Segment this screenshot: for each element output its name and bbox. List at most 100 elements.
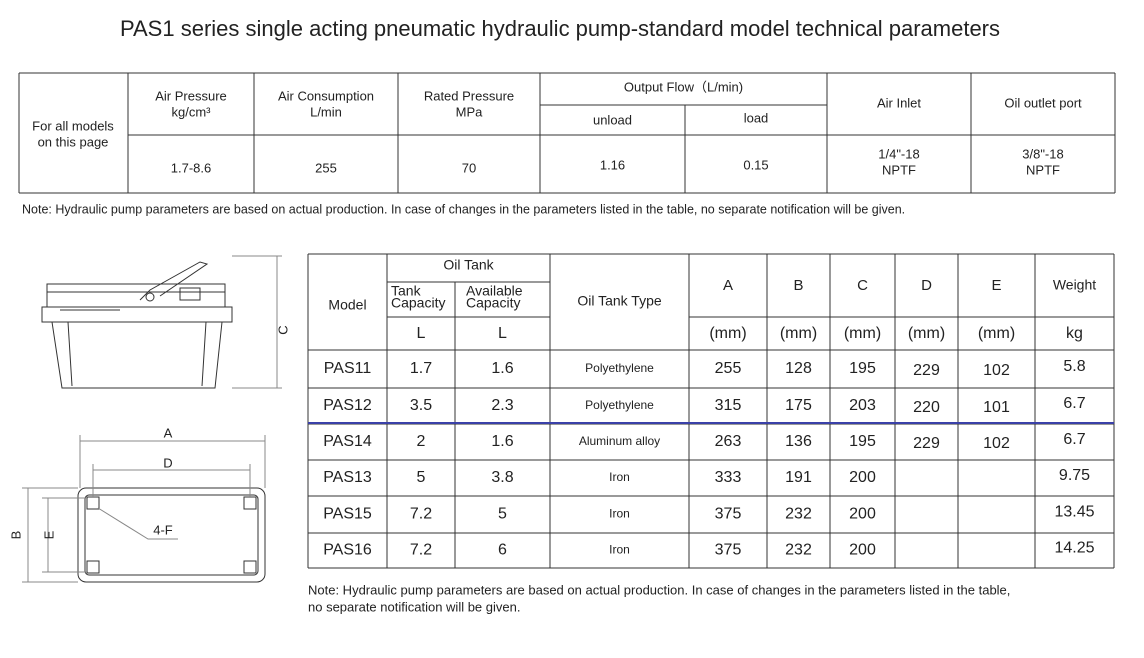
cell-text: Iron — [609, 470, 630, 484]
cell-text: Capacity — [391, 295, 445, 311]
cell-text: 5 — [417, 469, 426, 486]
note: Note: Hydraulic pump parameters are base… — [308, 582, 1010, 597]
cell-text: 1.7 — [410, 360, 432, 377]
cell-text: 3.5 — [410, 397, 432, 414]
dimension-label: D — [163, 455, 172, 470]
cell-text: Oil Tank — [443, 257, 494, 273]
cell-text: 232 — [785, 542, 812, 559]
title: PAS1 series single acting pneumatic hydr… — [120, 16, 1000, 41]
cell-text: 136 — [785, 433, 812, 450]
cell-text: Capacity — [466, 295, 520, 311]
cell-text: 14.25 — [1054, 540, 1094, 557]
cell-text: Oil outlet port — [1004, 95, 1082, 110]
cell-text: Iron — [609, 543, 630, 557]
cell-text: (mm) — [709, 325, 746, 342]
cell-text: Iron — [609, 507, 630, 521]
cell-text: 232 — [785, 506, 812, 523]
dimension-label: C — [275, 325, 290, 334]
cell-text: Tank — [391, 283, 422, 299]
cell-text: PAS14 — [323, 433, 372, 450]
side-view — [41, 255, 282, 389]
dimension-label: A — [164, 425, 173, 440]
cell-text: Aluminum alloy — [579, 434, 660, 448]
cell-text: 6.7 — [1063, 431, 1085, 448]
cell-text: 200 — [849, 506, 876, 523]
cell-text: 3/8"-18 — [1022, 146, 1063, 161]
cell-text: Rated Pressure — [424, 88, 514, 103]
note: Note: Hydraulic pump parameters are base… — [22, 202, 905, 216]
cell-text: 255 — [315, 160, 337, 175]
cell-text: 1.6 — [491, 360, 513, 377]
cell-text: MPa — [456, 104, 484, 119]
cell-text: 200 — [849, 542, 876, 559]
cell-text: unload — [593, 112, 632, 127]
cell-text: 13.45 — [1054, 504, 1094, 521]
dimension-label: B — [8, 531, 23, 540]
cell-text: NPTF — [1026, 162, 1060, 177]
dimension-label: E — [41, 530, 56, 539]
cell-text: 0.15 — [743, 157, 768, 172]
cell-text: 375 — [715, 506, 742, 523]
cell-text: PAS12 — [323, 397, 372, 414]
cell-text: 2.3 — [491, 397, 513, 414]
cell-text: Weight — [1053, 277, 1096, 293]
cell-text: 255 — [715, 360, 742, 377]
cell-text: Polyethylene — [585, 361, 654, 375]
cell-text: 9.75 — [1059, 467, 1090, 484]
cell-text: 6.7 — [1063, 395, 1085, 412]
cell-text: 7.2 — [410, 506, 432, 523]
cell-text: 263 — [715, 433, 742, 450]
cell-text: 375 — [715, 542, 742, 559]
cell-text: (mm) — [780, 325, 817, 342]
cell-text: kg/cm³ — [172, 104, 212, 119]
cell-text: (mm) — [908, 325, 945, 342]
cell-text: PAS13 — [323, 469, 372, 486]
cell-text: on this page — [38, 134, 109, 149]
cell-text: 1.6 — [491, 433, 513, 450]
cell-text: Polyethylene — [585, 398, 654, 412]
cell-text: (mm) — [844, 325, 881, 342]
cell-text: 229 — [913, 435, 940, 452]
cell-text: 333 — [715, 469, 742, 486]
cell-text: 5 — [498, 506, 507, 523]
cell-text: 1/4"-18 — [878, 146, 919, 161]
cell-text: L — [417, 325, 426, 342]
cell-text: Output Flow（L/min) — [624, 79, 743, 94]
cell-text: 191 — [785, 469, 812, 486]
cell-text: load — [744, 110, 769, 125]
cell-text: 1.16 — [600, 157, 625, 172]
cell-text: PAS15 — [323, 506, 372, 523]
cell-text: 229 — [913, 362, 940, 379]
dimension-label: 4-F — [153, 522, 173, 537]
cell-text: 3.8 — [491, 469, 513, 486]
cell-text: 2 — [417, 433, 426, 450]
cell-text: 175 — [785, 397, 812, 414]
cell-text: 70 — [462, 160, 476, 175]
cell-text: 128 — [785, 360, 812, 377]
cell-text: D — [921, 277, 932, 294]
cell-text: Air Consumption — [278, 88, 374, 103]
cell-text: L/min — [310, 104, 342, 119]
cell-text: kg — [1066, 325, 1083, 342]
cell-text: NPTF — [882, 162, 916, 177]
cell-text: 200 — [849, 469, 876, 486]
cell-text: Model — [328, 297, 366, 313]
cell-text: For all models — [32, 118, 114, 133]
cell-text: Available — [466, 283, 523, 299]
cell-text: L — [498, 325, 507, 342]
cell-text: Air Pressure — [155, 88, 227, 103]
cell-text: 102 — [983, 435, 1010, 452]
cell-text: A — [723, 277, 733, 294]
cell-text: 315 — [715, 397, 742, 414]
cell-text: PAS16 — [323, 542, 372, 559]
cell-text: Air Inlet — [877, 95, 921, 110]
cell-text: 101 — [983, 399, 1010, 416]
cell-text: B — [793, 277, 803, 294]
cell-text: 5.8 — [1063, 358, 1085, 375]
cell-text: C — [857, 277, 868, 294]
cell-text: 7.2 — [410, 542, 432, 559]
cell-text: E — [991, 277, 1001, 294]
cell-text: (mm) — [978, 325, 1015, 342]
cell-text: 102 — [983, 362, 1010, 379]
